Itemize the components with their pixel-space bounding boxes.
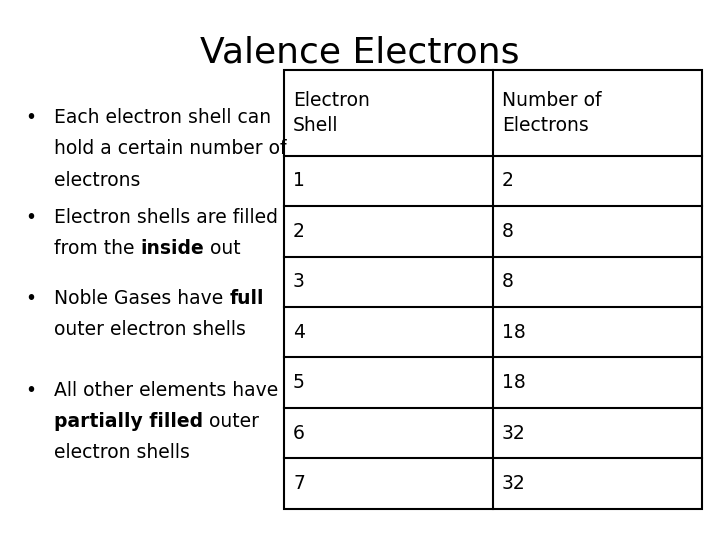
Bar — [284, 70, 702, 509]
Text: 3: 3 — [293, 272, 305, 291]
Text: out: out — [204, 239, 241, 258]
Text: 8: 8 — [502, 272, 513, 291]
Text: electrons: electrons — [54, 171, 140, 190]
Text: 18: 18 — [502, 373, 526, 392]
Text: hold a certain number of: hold a certain number of — [54, 139, 287, 158]
Text: Each electron shell can: Each electron shell can — [54, 108, 271, 127]
Text: Valence Electrons: Valence Electrons — [200, 35, 520, 69]
Text: 1: 1 — [293, 171, 305, 191]
Text: Electron
Shell: Electron Shell — [293, 91, 370, 135]
Text: from the: from the — [54, 239, 140, 258]
Text: 8: 8 — [502, 222, 513, 241]
Text: 32: 32 — [502, 423, 526, 443]
Text: partially filled: partially filled — [54, 412, 203, 431]
Text: •: • — [25, 108, 36, 127]
Text: •: • — [25, 289, 36, 308]
Text: All other elements have: All other elements have — [54, 381, 278, 400]
Text: 2: 2 — [293, 222, 305, 241]
Text: 5: 5 — [293, 373, 305, 392]
Text: outer: outer — [203, 412, 259, 431]
Text: 6: 6 — [293, 423, 305, 443]
Text: 4: 4 — [293, 323, 305, 342]
Text: outer electron shells: outer electron shells — [54, 320, 246, 339]
Text: 7: 7 — [293, 474, 305, 493]
Text: full: full — [229, 289, 264, 308]
Text: 18: 18 — [502, 323, 526, 342]
Text: electron shells: electron shells — [54, 443, 190, 462]
Text: Number of
Electrons: Number of Electrons — [502, 91, 601, 135]
Text: 2: 2 — [502, 171, 513, 191]
Text: inside: inside — [140, 239, 204, 258]
Text: 32: 32 — [502, 474, 526, 493]
Text: Electron shells are filled: Electron shells are filled — [54, 208, 278, 227]
Text: •: • — [25, 208, 36, 227]
Text: Noble Gases have: Noble Gases have — [54, 289, 229, 308]
Text: •: • — [25, 381, 36, 400]
